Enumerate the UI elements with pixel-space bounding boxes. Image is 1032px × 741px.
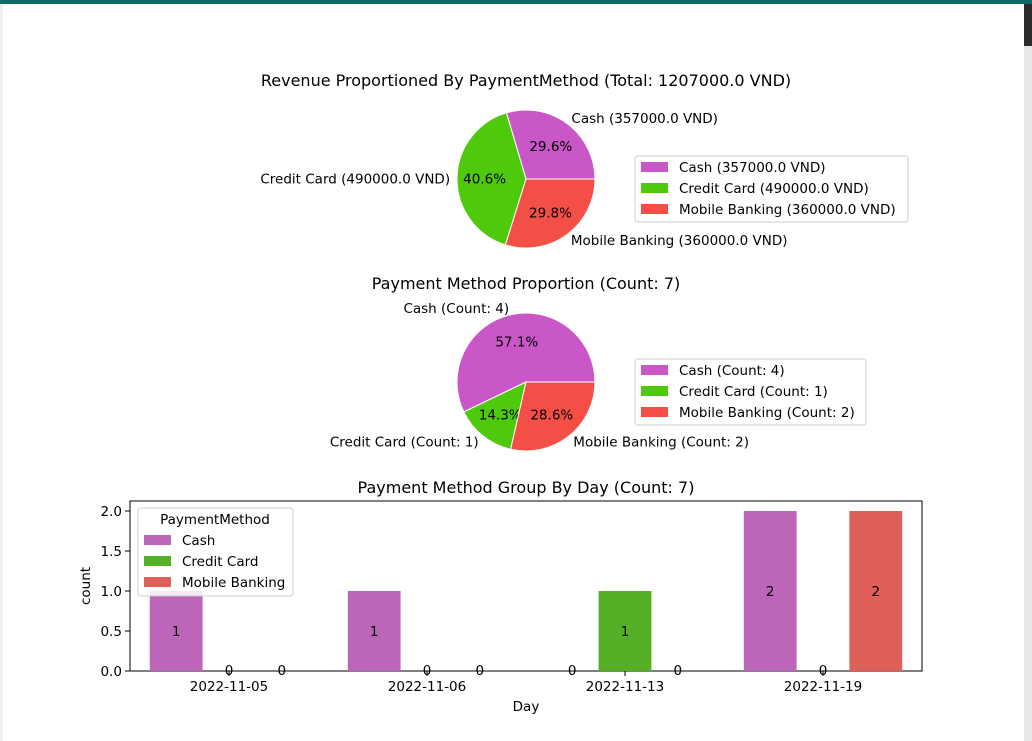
- bar-mobile-banking: [849, 511, 903, 671]
- legend-title: PaymentMethod: [160, 512, 270, 528]
- pie-slice-label-credit-card: Credit Card (Count: 1): [330, 434, 479, 450]
- bar-value-label-mobile-banking: 0: [476, 663, 485, 679]
- legend-label-mobile-banking: Mobile Banking (Count: 2): [679, 405, 855, 421]
- x-tick-label: 2022-11-06: [388, 679, 466, 695]
- legend-swatch-mobile-banking: [144, 577, 171, 587]
- bar-value-label-mobile-banking: 0: [278, 663, 287, 679]
- pie-slice-label-cash: Cash (357000.0 VND): [571, 111, 718, 127]
- bar-value-label-credit-card: 0: [819, 663, 828, 679]
- plot-area-frame: [129, 500, 923, 672]
- pie-slice-label-mobile-banking: Mobile Banking (Count: 2): [573, 434, 749, 450]
- x-axis: 2022-11-05 2022-11-06 2022-11-13 2022-11-19: [190, 671, 862, 695]
- bar-value-label-cash: 1: [370, 624, 379, 640]
- pie-percent-label-credit-card: 14.3%: [479, 407, 522, 423]
- bar-cash: [149, 591, 203, 671]
- legend-swatch-credit-card: [641, 183, 668, 193]
- x-tick-label: 2022-11-19: [784, 679, 862, 695]
- bar-cash: [347, 591, 401, 671]
- bar-value-label-credit-card: 0: [423, 663, 432, 679]
- legend-frame: [137, 507, 294, 597]
- legend-label-mobile-banking: Mobile Banking (360000.0 VND): [679, 202, 896, 218]
- pie-slice-credit-card: [456, 112, 527, 246]
- pie-slice-cash: [505, 109, 596, 180]
- legend-swatch-cash: [641, 162, 668, 172]
- pie-slice-credit-card: [463, 381, 527, 450]
- pie-slice-label-mobile-banking: Mobile Banking (360000.0 VND): [571, 233, 788, 249]
- legend-label-cash: Cash (Count: 4): [679, 363, 785, 379]
- bar-value-label-cash: 1: [172, 624, 181, 640]
- legend-swatch-cash: [144, 535, 171, 545]
- revenue-pie-title: Revenue Proportioned By PaymentMethod (T…: [261, 71, 791, 90]
- y-tick-label: 2.0: [101, 504, 122, 520]
- count-pie-chart: Payment Method Proportion (Count: 7) 57.…: [330, 274, 867, 452]
- bar-cash: [743, 511, 797, 671]
- y-axis-label: count: [78, 567, 94, 605]
- legend-swatch-credit-card: [144, 556, 171, 566]
- revenue-pie-slices: 29.6% Cash (357000.0 VND) 40.6% Credit Card…: [260, 109, 788, 249]
- pie-slice-mobile-banking: [504, 178, 596, 249]
- bar-value-label-cash: 2: [766, 584, 775, 600]
- y-tick-label: 0.0: [101, 664, 122, 680]
- bar-value-label-credit-card: 0: [225, 663, 234, 679]
- y-axis: 0.0 0.5 1.0 1.5 2.0: [101, 504, 130, 680]
- pie-percent-label-cash: 57.1%: [495, 335, 538, 351]
- x-axis-label: Day: [513, 699, 540, 715]
- legend-swatch-credit-card: [641, 386, 668, 396]
- bar-credit-card: [598, 591, 652, 671]
- y-tick-label: 0.5: [101, 624, 122, 640]
- revenue-pie-chart: Revenue Proportioned By PaymentMethod (T…: [260, 71, 909, 249]
- count-pie-title: Payment Method Proportion (Count: 7): [372, 274, 681, 293]
- pie-slice-label-credit-card: Credit Card (490000.0 VND): [260, 171, 450, 187]
- legend-label-mobile-banking: Mobile Banking: [182, 575, 285, 591]
- window-top-bar: [0, 0, 1032, 4]
- bar-marks: 1 0 0 1 0 0 0 1 0 2 0 2: [149, 511, 903, 679]
- bar-chart-title: Payment Method Group By Day (Count: 7): [358, 478, 695, 497]
- daily-bar-chart: Payment Method Group By Day (Count: 7) 0…: [78, 478, 923, 715]
- pie-percent-label-mobile-banking: 29.8%: [529, 205, 572, 221]
- legend-swatch-cash: [641, 365, 668, 375]
- bar-value-label-credit-card: 1: [621, 624, 630, 640]
- legend-swatch-mobile-banking: [641, 407, 668, 417]
- pie-slice-mobile-banking: [510, 381, 596, 452]
- legend-label-cash: Cash: [182, 533, 215, 549]
- scrollbar-thumb[interactable]: [1024, 4, 1032, 46]
- bar-value-label-cash: 0: [568, 663, 577, 679]
- bar-chart-legend: PaymentMethod Cash Credit Card Mobile Ba…: [137, 507, 294, 597]
- count-pie-slices: 57.1% Cash (Count: 4) 14.3%Credit Card (Co…: [330, 301, 749, 452]
- x-tick-label: 2022-11-05: [190, 679, 268, 695]
- bar-value-label-mobile-banking: 0: [674, 663, 683, 679]
- pie-percent-label-mobile-banking: 28.6%: [530, 407, 573, 423]
- bar-value-label-mobile-banking: 2: [872, 584, 881, 600]
- legend-label-credit-card: Credit Card: [182, 554, 258, 570]
- legend-label-credit-card: Credit Card (Count: 1): [679, 384, 828, 400]
- legend-frame: [634, 358, 867, 426]
- pie-slice-label-cash: Cash (Count: 4): [403, 301, 509, 317]
- y-tick-label: 1.0: [101, 584, 122, 600]
- legend-label-credit-card: Credit Card (490000.0 VND): [679, 181, 869, 197]
- legend-label-cash: Cash (357000.0 VND): [679, 160, 826, 176]
- count-pie-legend: Cash (Count: 4) Credit Card (Count: 1) M…: [634, 358, 867, 426]
- y-tick-label: 1.5: [101, 544, 122, 560]
- legend-swatch-mobile-banking: [641, 204, 668, 214]
- pie-slice-cash: [456, 312, 596, 413]
- scrollbar-track[interactable]: [1024, 4, 1032, 741]
- legend-frame: [634, 155, 909, 223]
- pie-percent-label-credit-card: 40.6%: [463, 172, 506, 188]
- revenue-pie-legend: Cash (357000.0 VND) Credit Card (490000.…: [634, 155, 909, 223]
- x-tick-label: 2022-11-13: [586, 679, 664, 695]
- pie-percent-label-cash: 29.6%: [529, 139, 572, 155]
